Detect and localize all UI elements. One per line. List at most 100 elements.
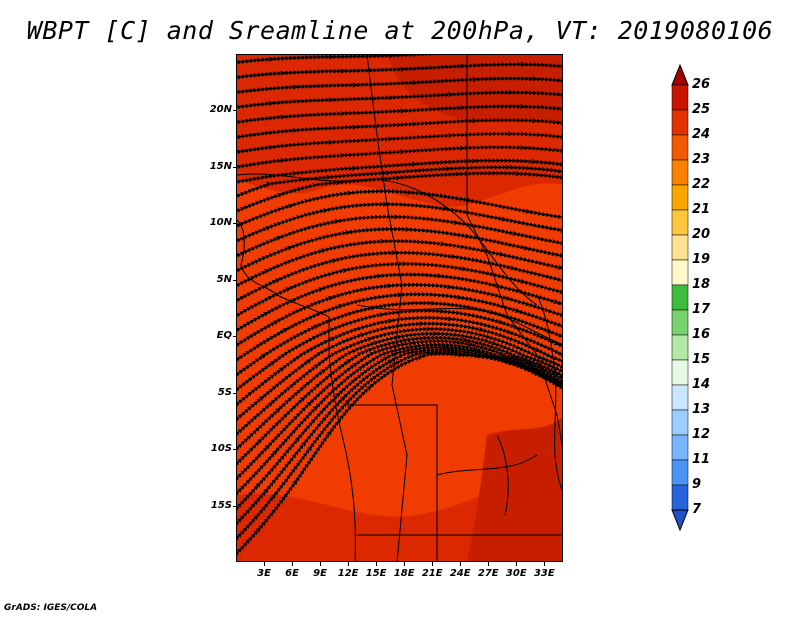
colorbar-label: 12 [692, 427, 711, 442]
streamline-arrow [505, 329, 513, 334]
streamline-arrow [520, 278, 527, 284]
streamline-arrow [441, 345, 449, 350]
streamlines [237, 55, 563, 559]
streamline-arrow [393, 214, 401, 220]
colorbar-swatch [671, 259, 689, 286]
colorbar-label: 13 [692, 402, 711, 417]
lon-tick [292, 562, 294, 566]
colorbar-swatch [671, 459, 689, 486]
lon-tick-label: 6E [285, 568, 299, 579]
colorbar-swatch [671, 434, 689, 461]
coastline-west [237, 219, 356, 561]
streamline-arrow [531, 118, 539, 124]
streamline-arrow [512, 231, 519, 236]
streamline-arrow [523, 245, 530, 251]
streamline-arrow [267, 401, 274, 408]
colorbar-label: 18 [692, 277, 711, 292]
colorbar-top-arrow [671, 63, 689, 86]
streamline-arrow [352, 124, 359, 130]
streamline-arrow [326, 429, 333, 436]
lon-tick [404, 562, 406, 566]
streamline-arrow [294, 435, 301, 443]
colorbar-swatch [671, 409, 689, 436]
streamline-arrow [519, 355, 526, 360]
streamline-arrow [462, 337, 469, 343]
colorbar-label: 23 [692, 152, 711, 167]
streamline-arrow [529, 364, 537, 369]
streamline-arrow [328, 97, 335, 103]
streamline-arrow [282, 327, 290, 333]
streamline-arrow [370, 305, 378, 311]
streamline-arrow [515, 308, 522, 313]
country-borders [237, 55, 562, 561]
streamline-arrow [387, 283, 394, 289]
streamline-arrow [268, 145, 275, 150]
border-central-1 [366, 55, 408, 561]
colorbar-swatch [671, 134, 689, 161]
streamline-arrow [339, 153, 347, 158]
lon-tick [432, 562, 434, 566]
lat-tick [233, 449, 237, 451]
streamline-arrow [347, 190, 354, 196]
streamline-arrow [562, 387, 563, 393]
streamline-arrow [412, 121, 419, 127]
streamline-arrow [505, 295, 513, 301]
lon-tick [460, 562, 462, 566]
streamline-arrow [306, 400, 313, 407]
streamline-arrow [417, 355, 425, 360]
streamline-arrow [471, 158, 479, 164]
streamline-arrow [472, 77, 479, 82]
colorbar-label: 16 [692, 327, 711, 342]
lon-tick-label: 9E [313, 568, 327, 579]
streamline-arrow [317, 287, 325, 293]
streamline-arrow [285, 287, 292, 293]
lon-tick [544, 562, 546, 566]
streamline-arrow [306, 358, 313, 364]
streamline-arrow [276, 236, 283, 241]
streamline-arrow [467, 341, 475, 347]
coastline-east [536, 294, 562, 492]
map-svg [237, 55, 563, 561]
colorbar-swatch [671, 284, 689, 311]
streamline-arrow [402, 261, 409, 267]
lon-tick-label: 3E [257, 568, 271, 579]
streamline-arrow [270, 492, 277, 499]
streamline-arrow [546, 328, 553, 333]
streamline-arrow [478, 327, 486, 332]
streamline-arrow [471, 118, 479, 124]
streamline-arrow [395, 175, 403, 181]
lon-tick [348, 562, 350, 566]
border-east [466, 55, 562, 447]
streamline-arrow [558, 382, 562, 389]
streamline-arrow [379, 312, 386, 318]
colorbar-label: 19 [692, 252, 711, 267]
streamline-arrow [382, 201, 390, 207]
streamline-arrow [382, 356, 390, 362]
colorbar-label: 14 [692, 377, 711, 392]
colorbar-bottom-arrow [671, 509, 689, 532]
streamline-arrow [453, 220, 460, 225]
lat-tick-label: EQ [216, 330, 232, 342]
streamline-arrow [337, 304, 345, 309]
lat-tick [233, 336, 237, 338]
streamline-arrow [328, 55, 336, 60]
streamline-arrow [265, 226, 272, 231]
lon-tick-label: 24E [449, 568, 471, 579]
streamline-arrow [413, 344, 420, 349]
streamline-arrow [340, 395, 347, 402]
streamline-arrow [432, 331, 440, 337]
streamline-arrow [322, 330, 329, 336]
colorbar-swatch [671, 209, 689, 236]
streamline-arrow [391, 250, 398, 256]
streamline-arrow [439, 308, 446, 314]
lake-east [496, 434, 509, 516]
streamline-arrow [312, 404, 319, 411]
colorbar-swatch [671, 334, 689, 361]
streamline-arrow [466, 197, 473, 203]
streamline-arrow [412, 80, 419, 86]
colorbar-label: 22 [692, 177, 711, 192]
streamline-arrow [288, 203, 295, 209]
streamline-arrow [292, 128, 299, 133]
streamline-arrow [344, 398, 351, 405]
streamline-arrow [459, 145, 467, 151]
